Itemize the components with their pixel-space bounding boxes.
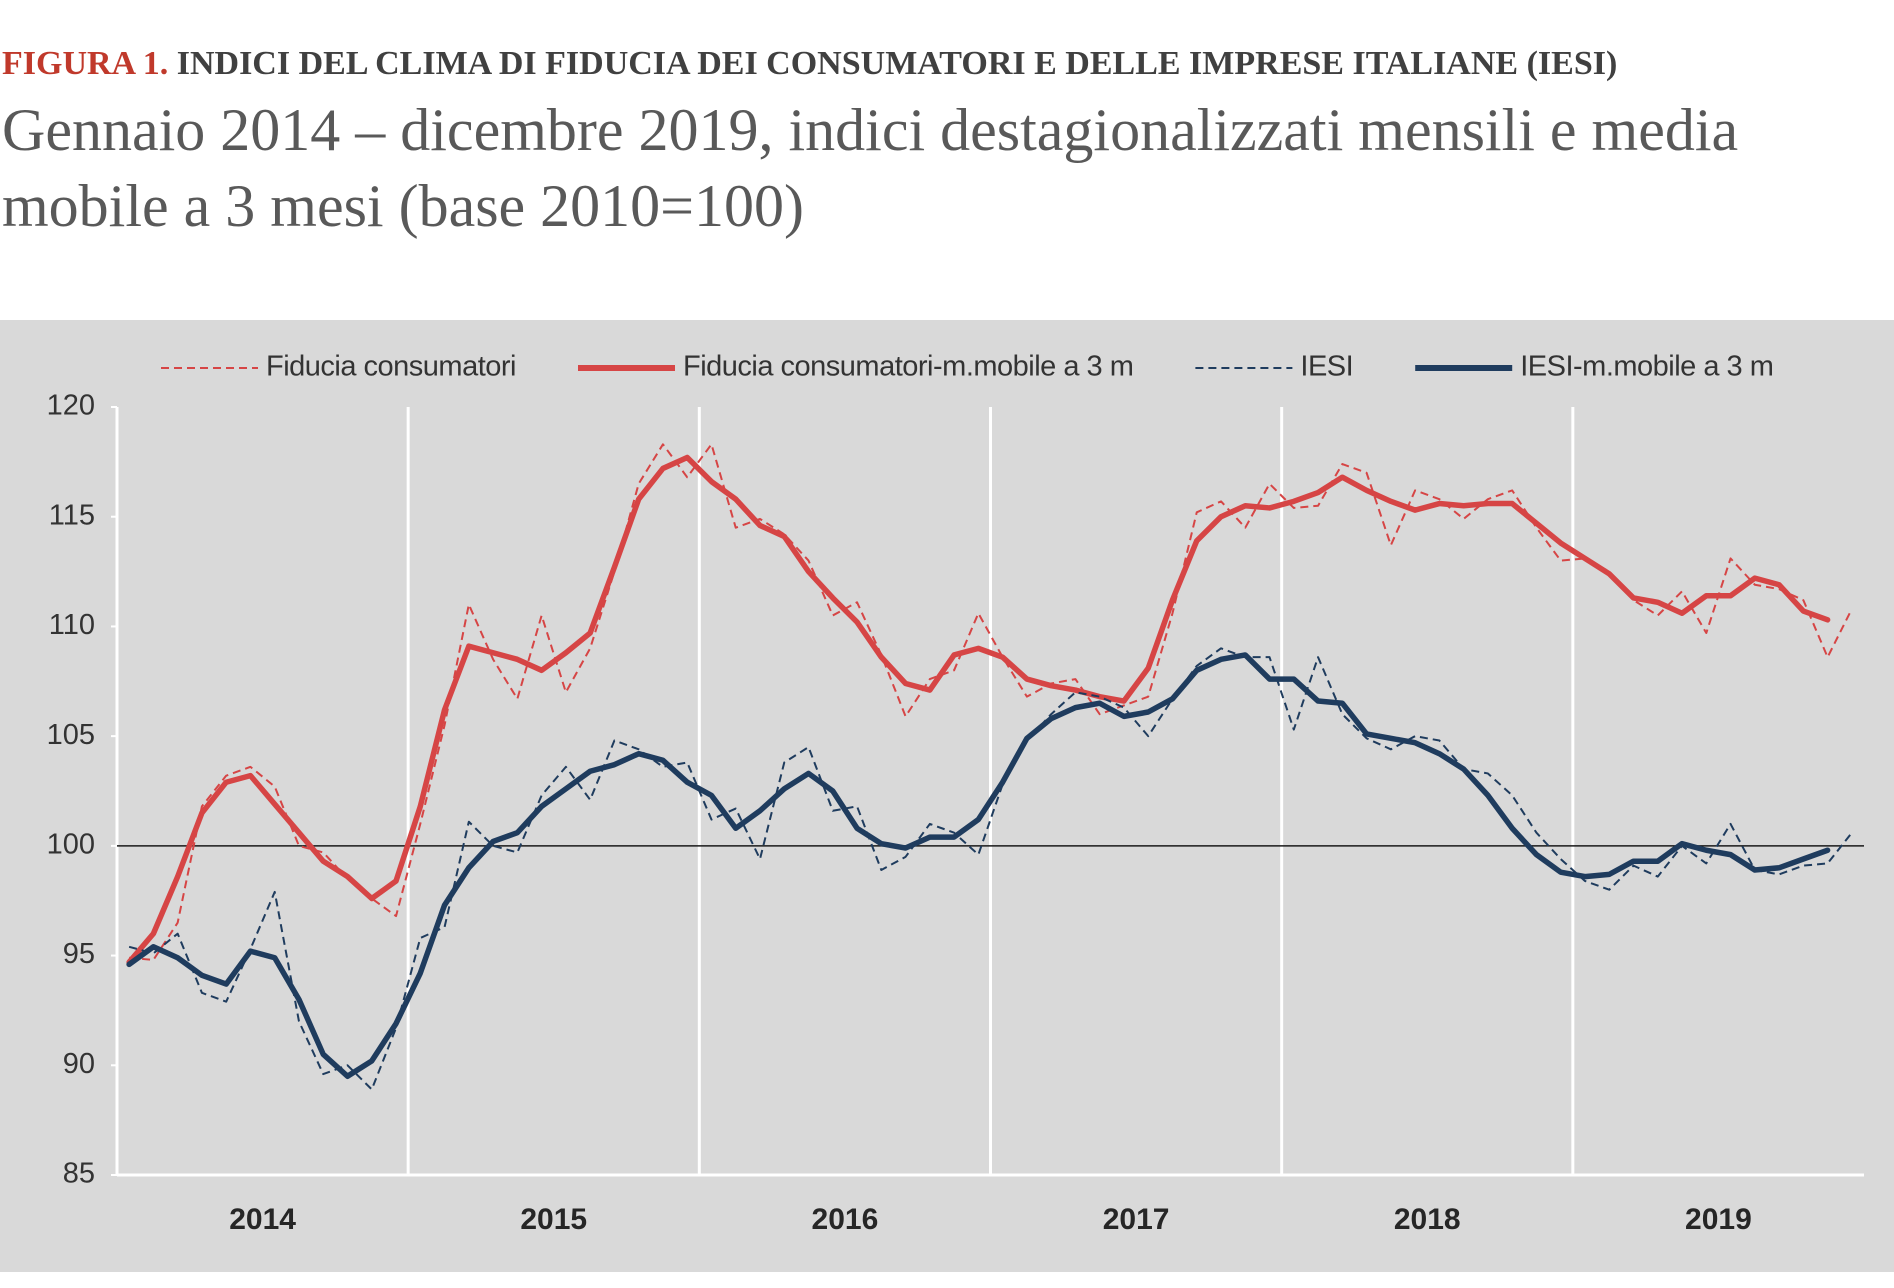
chart-title: FIGURA 1. INDICI DEL CLIMA DI FIDUCIA DE… [2, 44, 1862, 84]
x-tick-label: 2014 [229, 1203, 296, 1236]
legend-label: Fiducia consumatori-m.mobile a 3 m [683, 351, 1133, 383]
y-tick-label: 95 [63, 938, 95, 970]
y-tick-label: 105 [47, 719, 95, 751]
header: FIGURA 1. INDICI DEL CLIMA DI FIDUCIA DE… [2, 44, 1882, 244]
moving-average-line [126, 652, 1831, 1080]
y-tick-label: 110 [49, 609, 95, 641]
figure-label: FIGURA 1. [2, 45, 169, 82]
x-tick-label: 2019 [1685, 1203, 1752, 1236]
legend-label: IESI-m.mobile a 3 m [1520, 351, 1773, 383]
y-tick-label: 85 [63, 1158, 95, 1190]
y-tick-label: 115 [49, 499, 95, 531]
x-tick-label: 2016 [812, 1203, 879, 1236]
moving-average-line [126, 454, 1831, 965]
title-text: INDICI DEL CLIMA DI FIDUCIA DEI CONSUMAT… [176, 45, 1618, 82]
legend-label: Fiducia consumatori [266, 351, 516, 383]
y-tick-label: 100 [47, 829, 95, 861]
x-tick-label: 2017 [1103, 1203, 1170, 1236]
dashed-line [129, 443, 1853, 961]
dashed-line [128, 647, 1853, 1091]
chart: 85 90 95 100 105 110 115 120 2014 2015 2016 2017 201… [0, 320, 1894, 1272]
x-tick-label: 2018 [1394, 1203, 1461, 1236]
y-tick-label: 90 [63, 1048, 95, 1080]
y-tick-label: 120 [47, 390, 95, 422]
chart-subtitle: Gennaio 2014 – dicembre 2019, indici des… [2, 97, 1739, 239]
chart-background [0, 320, 1894, 1272]
legend-label: IESI [1300, 351, 1353, 383]
x-tick-label: 2015 [520, 1203, 587, 1236]
